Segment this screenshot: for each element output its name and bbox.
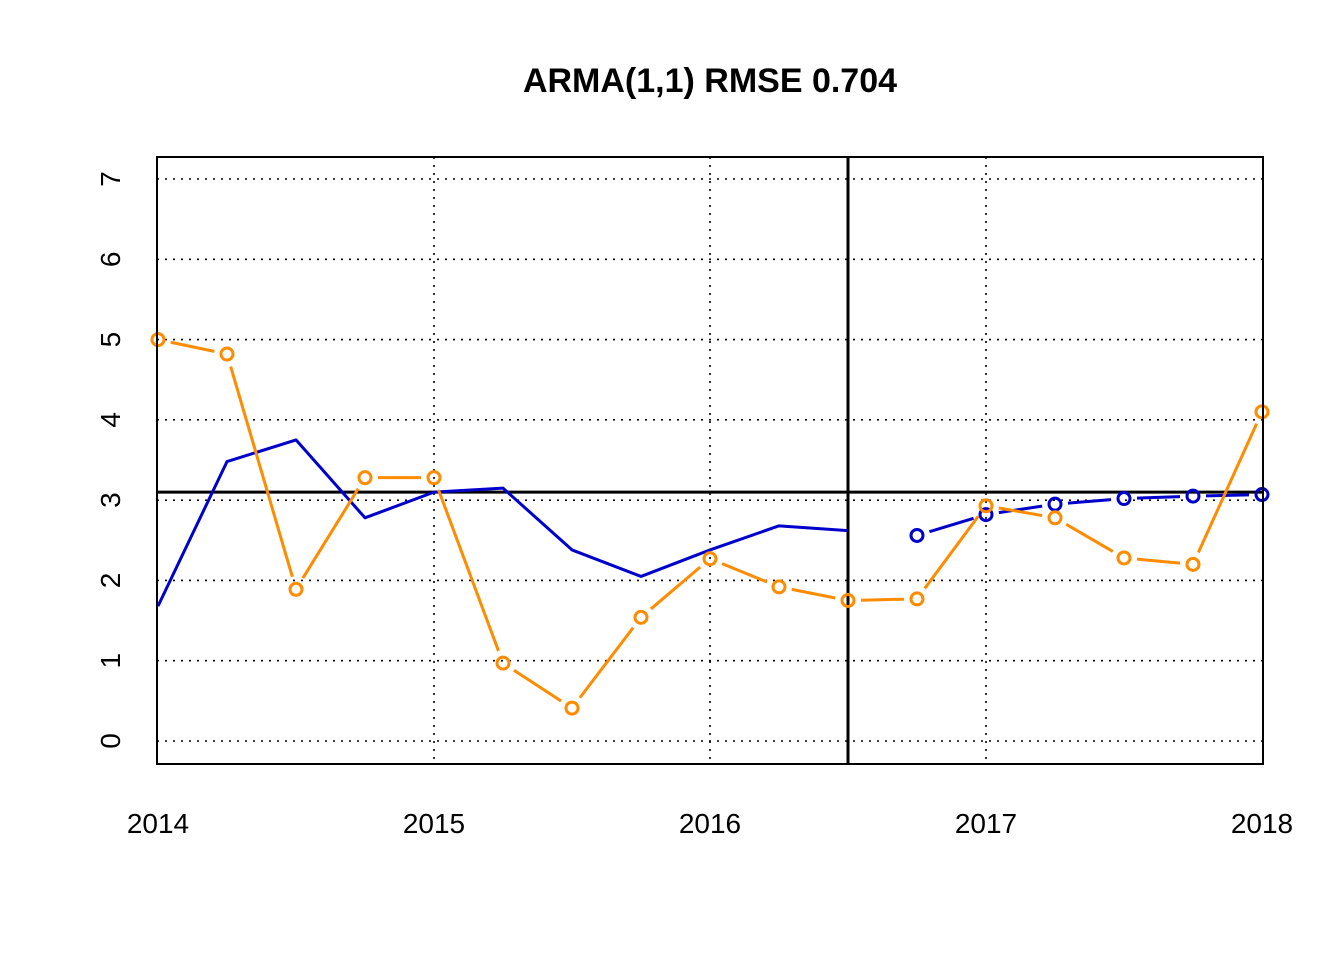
data-point <box>1185 488 1201 504</box>
data-point <box>1185 556 1201 572</box>
series-segment <box>721 562 768 584</box>
data-point <box>909 527 925 543</box>
chart-title: ARMA(1,1) RMSE 0.704 <box>523 62 897 100</box>
data-point <box>633 609 649 625</box>
series-segment <box>437 489 500 652</box>
x-tick-label: 2018 <box>1231 808 1293 839</box>
data-point <box>219 346 235 362</box>
series-segment <box>1196 423 1259 554</box>
series-segment <box>578 626 635 699</box>
series-segment <box>649 566 702 611</box>
series-segment <box>513 668 562 703</box>
reference-lines <box>157 157 1263 764</box>
series-segment <box>998 506 1043 518</box>
x-axis: 2014 2015 2016 2017 2018 <box>127 808 1293 839</box>
series-0 <box>156 438 849 607</box>
y-tick-label: 0 <box>95 733 126 749</box>
y-tick-label: 3 <box>95 492 126 508</box>
series-segment <box>170 340 215 353</box>
data-point <box>978 498 994 514</box>
y-tick-label: 6 <box>95 251 126 267</box>
y-axis: 0 1 2 3 4 5 6 7 <box>95 171 126 749</box>
series-segment <box>860 597 905 602</box>
series-segment <box>791 587 836 600</box>
data-point <box>909 591 925 607</box>
x-tick-label: 2016 <box>679 808 741 839</box>
data-point <box>1047 510 1063 526</box>
series-line <box>156 438 849 607</box>
series-segment <box>1136 557 1181 565</box>
data-point <box>426 470 442 486</box>
data-point <box>1116 550 1132 566</box>
series-segment <box>229 366 294 578</box>
y-tick-label: 1 <box>95 653 126 669</box>
data-point <box>771 579 787 595</box>
series-segment <box>1205 493 1250 498</box>
data-point <box>288 581 304 597</box>
series-segment <box>1067 498 1112 505</box>
y-tick-label: 5 <box>95 332 126 348</box>
series-layer <box>150 332 1270 716</box>
grid <box>157 157 1263 764</box>
data-point <box>564 700 580 716</box>
y-tick-label: 7 <box>95 171 126 187</box>
data-point <box>840 593 856 608</box>
y-tick-label: 4 <box>95 412 126 428</box>
data-point <box>1047 496 1063 512</box>
series-segment <box>929 516 974 534</box>
series-segment <box>923 515 980 590</box>
data-point <box>978 507 994 523</box>
data-point <box>495 655 511 671</box>
series-segment <box>301 487 360 579</box>
x-tick-label: 2017 <box>955 808 1017 839</box>
plot-frame <box>156 156 1264 765</box>
data-point <box>702 551 718 567</box>
series-segment <box>998 504 1043 515</box>
x-tick-label: 2015 <box>403 808 465 839</box>
data-point <box>1116 491 1132 507</box>
series-segment <box>1065 523 1114 553</box>
series-2 <box>150 332 1270 716</box>
y-tick-label: 2 <box>95 573 126 589</box>
data-point <box>357 470 373 486</box>
series-segment <box>1136 495 1181 500</box>
x-tick-label: 2014 <box>127 808 189 839</box>
